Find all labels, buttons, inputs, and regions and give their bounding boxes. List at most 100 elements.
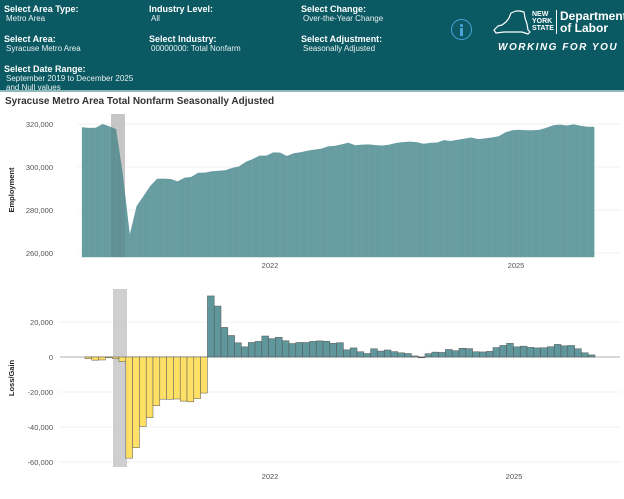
gain-bar[interactable] [472, 351, 480, 358]
gain-bar[interactable] [261, 335, 269, 358]
filter-area[interactable]: Select Area: Syracuse Metro Area [4, 34, 81, 53]
gain-bar[interactable] [288, 343, 297, 358]
gain-bar[interactable] [397, 352, 405, 358]
filter-change[interactable]: Select Change: Over-the-Year Change [301, 4, 383, 23]
y-tick-label: 280,000 [26, 206, 53, 215]
loss-bar[interactable] [118, 356, 127, 362]
loss-bar[interactable] [139, 356, 147, 427]
filter-industry[interactable]: Select Industry: 00000000: Total Nonfarm [149, 34, 241, 53]
gain-bar[interactable] [547, 346, 555, 358]
loss-bar[interactable] [84, 356, 93, 359]
loss-bar[interactable] [105, 356, 113, 359]
gain-bar[interactable] [587, 354, 596, 358]
loss-bar[interactable] [166, 356, 174, 400]
gain-bar[interactable] [213, 305, 222, 358]
gain-bar[interactable] [567, 345, 575, 358]
info-circle-icon[interactable] [451, 19, 472, 40]
filter-adjustment[interactable]: Select Adjustment: Seasonally Adjusted [301, 34, 382, 53]
filter-label: Select Date Range: [4, 64, 86, 74]
gain-bar[interactable] [363, 353, 371, 358]
filter-value-extra: and Null values [6, 83, 61, 92]
y-tick-label: 300,000 [26, 163, 53, 172]
gain-bar[interactable] [336, 342, 344, 358]
gain-bar[interactable] [390, 351, 399, 358]
loss-bar[interactable] [152, 356, 161, 406]
filter-value: Over-the-Year Change [303, 14, 384, 23]
loss-bar[interactable] [417, 356, 426, 359]
loss-bar[interactable] [179, 356, 188, 402]
gain-bar[interactable] [526, 347, 535, 358]
gain-bar[interactable] [309, 341, 317, 358]
loss-bar[interactable] [91, 356, 99, 361]
gain-bar[interactable] [492, 347, 501, 358]
gain-bar[interactable] [465, 348, 473, 358]
gain-bar[interactable] [234, 342, 242, 358]
title-divider [0, 90, 624, 92]
y-tick-label: 260,000 [26, 249, 53, 258]
gain-bar[interactable] [315, 340, 324, 358]
gain-bar[interactable] [281, 340, 290, 358]
gain-bar[interactable] [519, 345, 528, 358]
gain-bar[interactable] [581, 352, 589, 358]
gain-bar[interactable] [329, 343, 337, 358]
gain-bar[interactable] [275, 336, 283, 358]
loss-bar[interactable] [159, 356, 167, 400]
gain-bar[interactable] [302, 342, 310, 358]
gain-bar[interactable] [533, 347, 541, 358]
gain-bar[interactable] [485, 351, 494, 358]
gain-bar[interactable] [424, 353, 433, 358]
filter-area-type[interactable]: Select Area Type: Metro Area [4, 4, 79, 23]
gain-bar[interactable] [513, 346, 521, 358]
loss-bar[interactable] [132, 356, 140, 448]
filter-label: Select Area: [4, 34, 56, 44]
loss-bar[interactable] [111, 356, 120, 359]
gain-bar[interactable] [404, 353, 412, 358]
gain-bar[interactable] [370, 348, 378, 358]
gain-bar[interactable] [220, 327, 229, 358]
gain-bar[interactable] [254, 341, 263, 358]
gain-bar[interactable] [431, 351, 439, 358]
filter-value: All [151, 14, 160, 23]
loss-bar[interactable] [193, 356, 201, 399]
filter-value: 00000000: Total Nonfarm [151, 44, 241, 53]
gain-bar[interactable] [322, 341, 331, 358]
filter-value: Seasonally Adjusted [303, 44, 376, 53]
loss-gain-bar-chart[interactable]: 20,000 0 -20,000 -40,000 -60,000 2022 2025 [28, 289, 620, 481]
gain-bar[interactable] [227, 335, 235, 358]
gain-bar[interactable] [560, 345, 569, 358]
loss-bar[interactable] [200, 356, 208, 394]
gain-bar[interactable] [479, 351, 487, 358]
loss-bar[interactable] [186, 356, 195, 403]
gain-bar[interactable] [268, 338, 276, 358]
gain-bar[interactable] [540, 347, 548, 358]
gain-bar[interactable] [241, 346, 249, 358]
employment-area-chart[interactable]: 260,000 280,000 300,000 320,000 2022 2025 [26, 114, 620, 270]
gain-bar[interactable] [356, 351, 365, 358]
gain-bar[interactable] [295, 342, 303, 358]
gain-bar[interactable] [553, 344, 562, 358]
loss-bar[interactable] [125, 356, 133, 459]
gain-bar[interactable] [445, 349, 453, 358]
filter-industry-level[interactable]: Industry Level: All [149, 4, 213, 23]
y-tick-label: 320,000 [26, 120, 53, 129]
y-tick-label: 0 [49, 353, 53, 362]
x-tick-label: 2022 [262, 472, 279, 481]
gain-bar[interactable] [411, 355, 419, 358]
gain-bar[interactable] [377, 350, 385, 358]
filter-value: September 2019 to December 2025 [6, 74, 134, 83]
loss-bar[interactable] [145, 356, 154, 418]
gain-bar[interactable] [438, 352, 446, 358]
gain-bar[interactable] [207, 295, 215, 358]
gain-bar[interactable] [458, 348, 467, 358]
gain-bar[interactable] [343, 349, 351, 358]
gain-bar[interactable] [506, 343, 514, 358]
filter-date-range[interactable]: Select Date Range: September 2019 to Dec… [4, 64, 133, 92]
gain-bar[interactable] [574, 348, 582, 358]
loss-bar[interactable] [98, 356, 106, 361]
gain-bar[interactable] [499, 345, 507, 358]
gain-bar[interactable] [383, 349, 392, 358]
gain-bar[interactable] [451, 350, 460, 358]
gain-bar[interactable] [247, 342, 256, 358]
loss-bar[interactable] [173, 356, 181, 400]
gain-bar[interactable] [349, 347, 358, 358]
